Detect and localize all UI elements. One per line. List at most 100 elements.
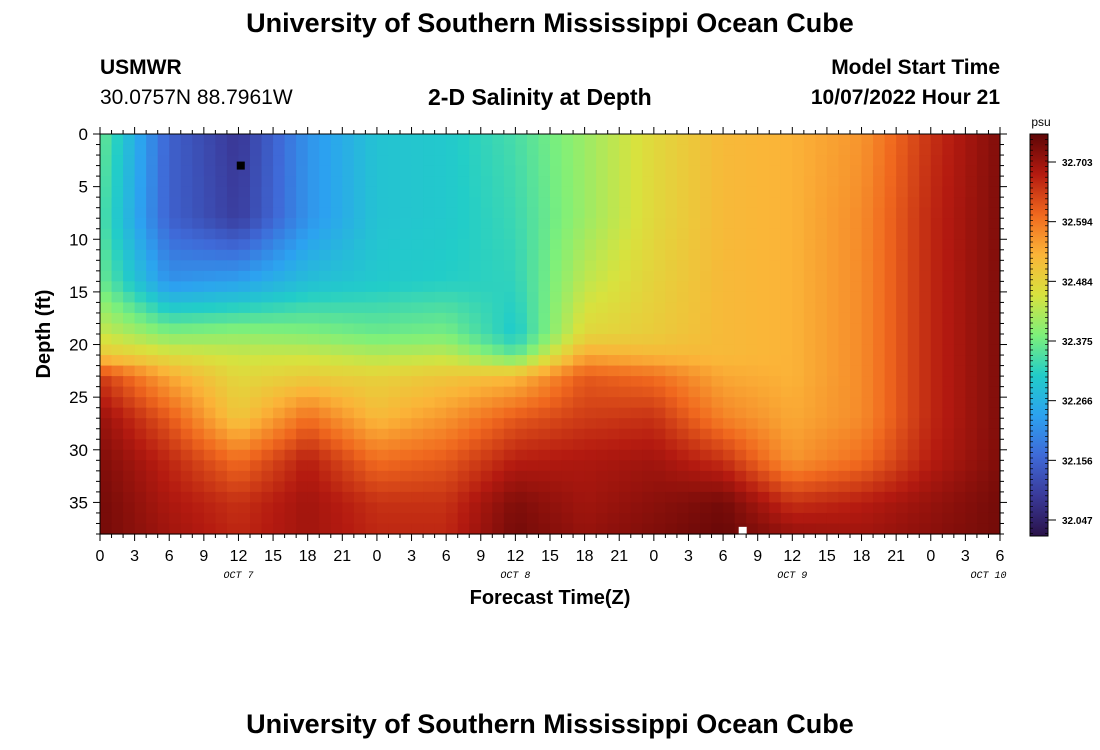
heatmap-cell: [884, 323, 897, 335]
heatmap-cell: [884, 481, 897, 493]
heatmap-cell: [734, 312, 747, 325]
heatmap-cell: [561, 449, 574, 461]
heatmap-cell: [538, 334, 551, 346]
heatmap-cell: [503, 470, 516, 482]
heatmap-cell: [803, 155, 816, 167]
heatmap-cell: [423, 281, 436, 293]
heatmap-cell: [976, 207, 990, 219]
heatmap-cell: [446, 176, 459, 188]
heatmap-cell: [203, 365, 216, 377]
heatmap-cell: [319, 481, 332, 493]
heatmap-cell: [503, 144, 516, 156]
heatmap-cell: [861, 312, 874, 325]
heatmap-cell: [919, 512, 932, 525]
heatmap-cell: [192, 481, 205, 493]
heatmap-cell: [434, 197, 447, 209]
heatmap-cell: [838, 186, 851, 198]
heatmap-cell: [953, 449, 966, 461]
heatmap-cell: [700, 218, 713, 230]
heatmap-cell: [180, 207, 193, 219]
heatmap-cell: [550, 344, 563, 356]
heatmap-cell: [238, 460, 251, 472]
heatmap-cell: [146, 344, 159, 356]
heatmap-cell: [400, 523, 413, 535]
heatmap-cell: [342, 260, 355, 272]
heatmap-cell: [111, 470, 124, 482]
heatmap-cell: [307, 355, 320, 367]
heatmap-cell: [700, 512, 713, 525]
heatmap-cell: [919, 502, 932, 514]
heatmap-cell: [503, 344, 516, 356]
heatmap-cell: [873, 134, 886, 146]
heatmap-cell: [665, 470, 678, 482]
heatmap-cell: [376, 523, 390, 535]
heatmap-cell: [226, 344, 240, 356]
heatmap-cell: [353, 144, 366, 156]
heatmap-cell: [619, 302, 632, 314]
heatmap-cell: [642, 281, 655, 293]
heatmap-cell: [873, 281, 886, 293]
heatmap-cell: [976, 407, 990, 419]
heatmap-cell: [492, 355, 505, 367]
heatmap-cell: [665, 239, 678, 251]
heatmap-cell: [803, 176, 816, 188]
heatmap-cell: [619, 502, 632, 514]
heatmap-cell: [596, 365, 609, 377]
heatmap-cell: [157, 407, 170, 419]
heatmap-cell: [423, 218, 436, 230]
heatmap-cell: [619, 281, 632, 293]
heatmap-cell: [757, 470, 770, 482]
heatmap-cell: [226, 428, 240, 440]
heatmap-cell: [134, 207, 147, 219]
heatmap-cell: [538, 491, 551, 504]
heatmap-cell: [157, 281, 170, 293]
heatmap-cell: [607, 165, 620, 177]
heatmap-cell: [815, 523, 828, 535]
heatmap-cell: [469, 449, 482, 461]
heatmap-cell: [826, 512, 840, 525]
heatmap-cell: [353, 428, 366, 440]
heatmap-cell: [988, 218, 1001, 230]
heatmap-cell: [203, 197, 216, 209]
heatmap-cell: [388, 302, 401, 314]
heatmap-cell: [134, 355, 147, 367]
heatmap-cell: [319, 186, 332, 198]
heatmap-cell: [100, 428, 113, 440]
heatmap-cell: [711, 449, 724, 461]
heatmap-cell: [400, 312, 413, 325]
heatmap-cell: [388, 481, 401, 493]
heatmap-cell: [146, 228, 159, 240]
heatmap-cell: [596, 449, 609, 461]
heatmap-cell: [907, 523, 920, 535]
heatmap-cell: [642, 502, 655, 514]
heatmap-cell: [423, 197, 436, 209]
heatmap-cell: [157, 239, 170, 251]
heatmap-cell: [896, 323, 909, 335]
heatmap-cell: [919, 386, 932, 398]
heatmap-cell: [838, 439, 851, 451]
heatmap-cell: [757, 155, 770, 167]
heatmap-cell: [480, 523, 493, 535]
y-tick-label: 15: [69, 283, 88, 302]
heatmap-cell: [884, 386, 897, 398]
heatmap-cell: [503, 365, 516, 377]
heatmap-cell: [365, 207, 378, 219]
heatmap-cell: [353, 355, 366, 367]
heatmap-cell: [700, 155, 713, 167]
heatmap-cell: [850, 228, 863, 240]
heatmap-cell: [930, 291, 943, 304]
heatmap-cell: [907, 512, 920, 525]
heatmap-cell: [111, 449, 124, 461]
heatmap-cell: [446, 523, 459, 535]
heatmap-cell: [734, 186, 747, 198]
heatmap-cell: [803, 407, 816, 419]
heatmap-cell: [250, 249, 263, 261]
heatmap-cell: [353, 512, 366, 525]
heatmap-cell: [111, 418, 124, 430]
heatmap-cell: [376, 470, 390, 482]
heatmap-cell: [365, 134, 378, 146]
heatmap-cell: [376, 376, 390, 388]
heatmap-cell: [250, 407, 263, 419]
heatmap-cell: [653, 302, 666, 314]
heatmap-cell: [803, 470, 816, 482]
